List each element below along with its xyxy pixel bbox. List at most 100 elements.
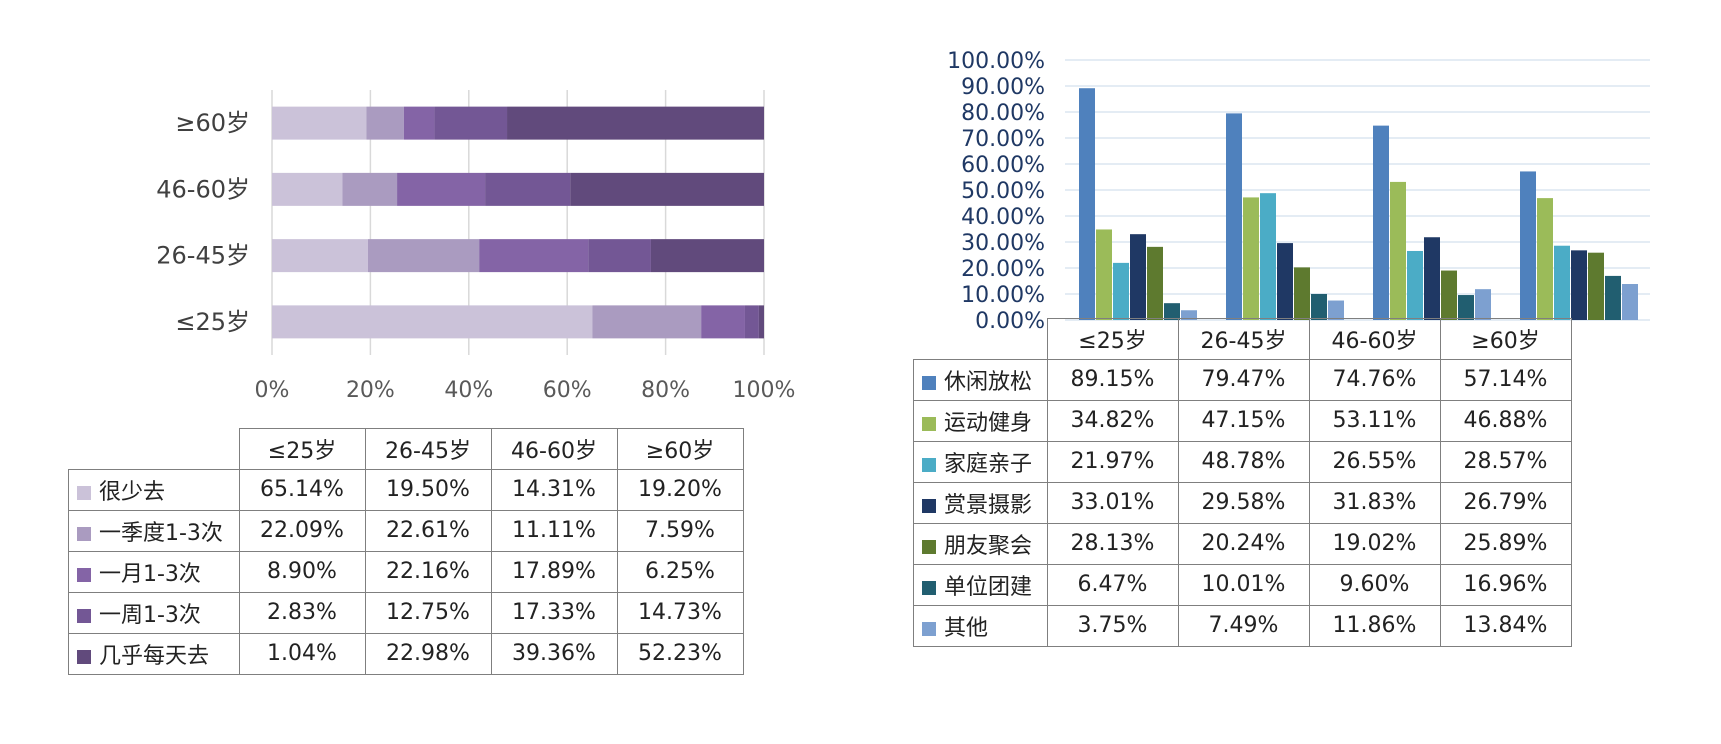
right-column-header: 26-45岁: [1177, 318, 1310, 360]
left-table-row: 一季度1-3次 22.09% 22.61% 11.11% 7.59%: [68, 509, 744, 552]
left-value-cell: 12.75%: [364, 591, 492, 634]
grouped-column-chart: 0.00%10.00%20.00%30.00%40.00%50.00%60.00…: [947, 49, 1650, 330]
right-table-row: 家庭亲子 21.97% 48.78% 26.55% 28.57%: [913, 440, 1572, 483]
left-bar-segment: [272, 239, 368, 273]
left-bar-segment: [570, 172, 764, 206]
left-series-cell: 几乎每天去: [68, 632, 240, 675]
right-bar: [1605, 275, 1621, 320]
right-value-cell: 48.78%: [1177, 440, 1310, 483]
left-bar-segment: [403, 106, 435, 140]
left-bar-segment: [272, 172, 343, 206]
left-value-cell: 6.25%: [616, 550, 744, 593]
left-data-table: ≤25岁 26-45岁 46-60岁 ≥60岁 很少去 65.14% 19.50% 14.3…: [68, 428, 744, 675]
left-x-tick: 60%: [543, 378, 592, 400]
left-x-tick: 40%: [444, 378, 493, 400]
right-table-row: 朋友聚会 28.13% 20.24% 19.02% 25.89%: [913, 522, 1572, 565]
left-bar-segment: [367, 239, 480, 273]
right-bar: [1390, 181, 1406, 320]
right-header-row: ≤25岁 26-45岁 46-60岁 ≥60岁: [913, 318, 1572, 360]
legend-swatch: [922, 416, 936, 431]
right-value-cell: 47.15%: [1177, 399, 1310, 442]
right-value-cell: 79.47%: [1177, 358, 1310, 401]
right-series-cell: 运动健身: [913, 399, 1048, 442]
right-bar: [1554, 245, 1570, 320]
right-value-cell: 7.49%: [1177, 604, 1310, 647]
left-bar-segment: [272, 106, 367, 140]
right-series-name: 赏景摄影: [944, 492, 1033, 518]
right-bar: [1571, 250, 1587, 320]
right-y-tick: 90.00%: [961, 75, 1045, 100]
right-bar: [1243, 197, 1259, 320]
left-category-label: ≤25岁: [175, 308, 250, 336]
left-bar-segment: [342, 172, 398, 206]
left-value-cell: 22.09%: [238, 509, 366, 552]
right-y-tick-labels: 0.00%10.00%20.00%30.00%40.00%50.00%60.00…: [947, 49, 1045, 330]
right-column-header: 46-60岁: [1308, 318, 1441, 360]
right-value-cell: 19.02%: [1308, 522, 1441, 565]
left-series-name: 一季度1-3次: [99, 520, 223, 546]
left-value-cell: 2.83%: [238, 591, 366, 634]
right-value-cell: 34.82%: [1046, 399, 1179, 442]
left-bars: [272, 106, 764, 339]
left-x-tick: 20%: [346, 378, 395, 400]
right-series-cell: 其他: [913, 604, 1048, 647]
right-bar: [1458, 295, 1474, 320]
right-column-header: ≤25岁: [1046, 318, 1179, 360]
right-bar: [1328, 300, 1344, 320]
left-series-name: 一月1-3次: [99, 561, 201, 587]
legend-swatch: [77, 649, 91, 664]
right-corner-cell: [913, 318, 1048, 360]
left-x-tick-labels: 0% 20% 40% 60% 80% 100%: [255, 378, 796, 400]
right-value-cell: 21.97%: [1046, 440, 1179, 483]
legend-swatch: [922, 375, 936, 390]
right-bar: [1181, 310, 1197, 320]
right-bar: [1130, 234, 1146, 320]
right-bar: [1277, 243, 1293, 320]
right-y-tick: 70.00%: [961, 127, 1045, 152]
left-series-cell: 很少去: [68, 468, 240, 511]
right-bar: [1311, 293, 1327, 320]
left-value-cell: 65.14%: [238, 468, 366, 511]
left-bar-segment: [366, 106, 404, 140]
right-value-cell: 3.75%: [1046, 604, 1179, 647]
stacked-bar-chart: ≤25岁 26-45岁 46-60岁 ≥60岁 0% 20% 40% 60% 80% 100%: [156, 90, 796, 400]
left-category-label: 26-45岁: [156, 242, 250, 270]
left-bar-segment: [701, 305, 745, 339]
left-bar-segment: [485, 172, 571, 206]
right-y-tick: 50.00%: [961, 179, 1045, 204]
right-bar: [1537, 198, 1553, 320]
right-table-row: 单位团建 6.47% 10.01% 9.60% 16.96%: [913, 563, 1572, 606]
right-value-cell: 46.88%: [1439, 399, 1572, 442]
left-value-cell: 1.04%: [238, 632, 366, 675]
left-header-row: ≤25岁 26-45岁 46-60岁 ≥60岁: [68, 428, 744, 470]
right-y-tick: 40.00%: [961, 205, 1045, 230]
left-bar-segment: [592, 305, 702, 339]
left-bar-segment: [744, 305, 759, 339]
left-bar-segment: [434, 106, 508, 140]
left-column-header: ≥60岁: [616, 428, 744, 470]
left-series-name: 几乎每天去: [99, 643, 210, 669]
left-series-name: 一周1-3次: [99, 602, 201, 628]
left-column-header: 26-45岁: [364, 428, 492, 470]
left-series-name: 很少去: [99, 479, 166, 505]
right-bar: [1520, 171, 1536, 320]
right-bar: [1096, 229, 1112, 320]
right-value-cell: 9.60%: [1308, 563, 1441, 606]
right-series-name: 休闲放松: [944, 369, 1033, 395]
left-bar-segment: [588, 239, 651, 273]
right-y-tick: 100.00%: [947, 49, 1045, 74]
right-bar: [1441, 270, 1457, 320]
right-value-cell: 29.58%: [1177, 481, 1310, 524]
right-value-cell: 89.15%: [1046, 358, 1179, 401]
right-bar: [1164, 303, 1180, 320]
right-series-cell: 单位团建: [913, 563, 1048, 606]
left-category-label: 46-60岁: [156, 175, 250, 203]
legend-swatch: [922, 498, 936, 513]
right-bar: [1226, 113, 1242, 321]
left-value-cell: 22.61%: [364, 509, 492, 552]
right-bar: [1373, 125, 1389, 321]
left-table-row: 一周1-3次 2.83% 12.75% 17.33% 14.73%: [68, 591, 744, 634]
right-value-cell: 31.83%: [1308, 481, 1441, 524]
right-series-name: 单位团建: [944, 574, 1033, 600]
right-table-row: 休闲放松 89.15% 79.47% 74.76% 57.14%: [913, 358, 1572, 401]
